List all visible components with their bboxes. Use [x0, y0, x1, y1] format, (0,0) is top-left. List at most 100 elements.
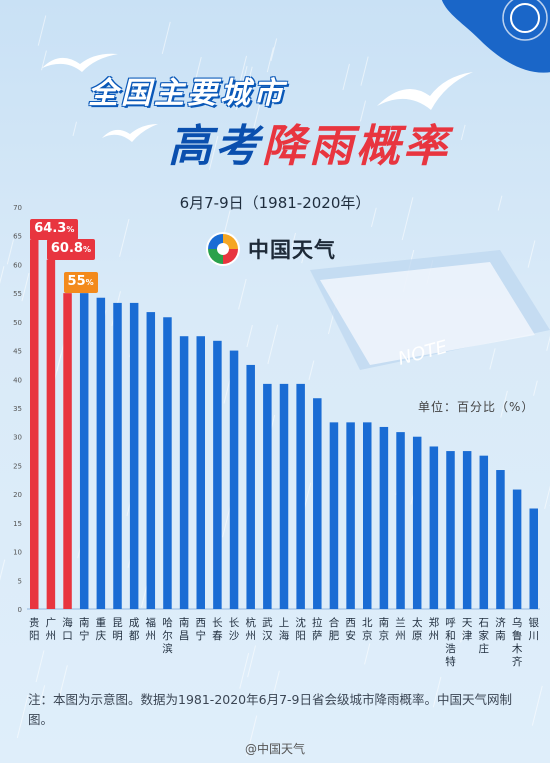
rain-streak [270, 670, 280, 706]
rain-streak [527, 240, 536, 268]
rain-streak [360, 56, 369, 86]
x-tick-label-武汉: 汉 [262, 630, 273, 642]
rain-streak [342, 63, 350, 91]
bar-太原 [412, 436, 422, 609]
y-tick-label: 20 [13, 491, 22, 499]
rain-splash-decoration [442, 0, 550, 73]
x-tick-label-天津: 津 [462, 630, 473, 642]
notebook-decoration: NOTE [310, 250, 550, 370]
bar-合肥 [329, 422, 339, 609]
rain-streak [235, 66, 248, 111]
weather-logo-icon [206, 232, 240, 266]
x-tick-label-长沙: 长 [229, 617, 240, 629]
y-tick-label: 30 [13, 434, 22, 442]
x-tick-label-郑州: 郑 [429, 616, 440, 629]
x-tick-label-拉萨: 拉 [312, 616, 323, 629]
x-tick-label-上海: 上 [279, 617, 290, 629]
rain-streak [37, 15, 47, 46]
bar-哈尔滨 [163, 317, 172, 609]
x-tick-label-北京: 北 [362, 617, 373, 629]
rain-streak [359, 100, 367, 122]
x-tick-label-沈阳: 沈 [295, 616, 306, 629]
x-tick-label-合肥: 合 [329, 616, 340, 629]
rain-streak [222, 503, 232, 538]
seagull-icon [42, 53, 118, 72]
x-tick-label-呼和浩特: 呼 [445, 617, 456, 629]
x-tick-label-兰州: 州 [395, 630, 406, 642]
x-tick-label-南昌: 昌 [179, 630, 190, 642]
bar-天津 [462, 451, 472, 609]
rain-streak [270, 38, 278, 62]
x-tick-label-乌鲁木齐: 乌 [512, 616, 523, 629]
rain-streak [35, 650, 45, 683]
x-tick-label-广州: 州 [46, 630, 57, 642]
x-tick-label-兰州: 兰 [395, 616, 406, 629]
x-tick-label-重庆: 重 [96, 616, 107, 629]
bar-济南 [496, 470, 505, 609]
x-tick-label-昆明: 明 [112, 630, 123, 642]
rain-streak [301, 244, 307, 264]
rain-streak [58, 665, 68, 700]
x-tick-label-石家庄: 庄 [479, 642, 490, 655]
rain-streak [460, 124, 466, 141]
rain-streak [16, 694, 29, 739]
x-tick-label-济南: 济 [495, 616, 506, 629]
x-tick-label-郑州: 州 [429, 630, 440, 642]
rain-streak [308, 360, 315, 380]
weibo-watermark: @中国天气 [244, 742, 305, 756]
bar-武汉 [263, 383, 272, 609]
x-tick-label-呼和浩特: 浩 [445, 643, 456, 655]
bar-成都 [129, 302, 139, 609]
rain-streak [500, 390, 508, 418]
x-tick-label-哈尔滨: 哈 [162, 616, 173, 629]
x-tick-label-南宁: 南 [79, 616, 90, 629]
y-tick-label: 50 [13, 319, 22, 327]
title-line2: 高考降雨概率 [168, 110, 450, 174]
bar-拉萨 [313, 398, 322, 609]
rain-streak [238, 279, 247, 310]
x-tick-label-长沙: 沙 [229, 630, 240, 642]
x-tick-label-西宁: 西 [196, 617, 207, 629]
x-tick-label-银川: 银 [529, 616, 540, 629]
bar-沈阳 [296, 383, 305, 609]
logo-text: 中国天气 [248, 238, 336, 262]
x-tick-label-福州: 福 [146, 616, 157, 629]
rain-streak [266, 47, 274, 73]
y-tick-label: 10 [13, 549, 22, 557]
data-label: 55% [63, 272, 98, 294]
bar-贵阳 [30, 239, 39, 609]
seagull-icon [102, 124, 158, 142]
bar-杭州 [246, 364, 255, 609]
bar-北京 [363, 422, 372, 609]
rain-streak [246, 324, 253, 348]
x-tick-label-济南: 南 [495, 629, 506, 642]
logo: 中国天气 [204, 230, 336, 268]
x-tick-label-南昌: 南 [179, 616, 190, 629]
bar-长春 [213, 340, 222, 609]
x-tick-label-南京: 南 [379, 616, 390, 629]
bar-上海 [279, 383, 289, 609]
x-tick-label-银川: 川 [529, 630, 540, 642]
rain-streak [303, 482, 312, 509]
bar-呼和浩特 [446, 451, 455, 609]
rain-streak [291, 232, 296, 248]
x-tick-label-石家庄: 家 [479, 629, 490, 642]
x-tick-label-长春: 春 [212, 630, 223, 642]
x-tick-label-呼和浩特: 和 [445, 630, 456, 642]
x-tick-label-西安: 安 [345, 629, 356, 642]
rain-streak [247, 645, 256, 678]
rain-streak [267, 324, 279, 365]
bar-广州 [46, 259, 56, 609]
rain-streak [161, 21, 171, 54]
x-tick-label-合肥: 肥 [329, 630, 340, 642]
rain-streak [239, 652, 250, 689]
rain-streak [497, 195, 503, 211]
rain-streak [53, 353, 62, 381]
x-tick-label-北京: 京 [362, 629, 373, 642]
footer-note: 注：本图为示意图。数据为1981-2020年6月7-9日省会级城市降雨概率。中国… [28, 692, 513, 727]
rain-streak [247, 66, 253, 83]
rain-streak [246, 715, 258, 757]
bar-南宁 [79, 293, 89, 609]
y-tick-label: 70 [13, 204, 22, 212]
rain-streak [489, 348, 496, 370]
